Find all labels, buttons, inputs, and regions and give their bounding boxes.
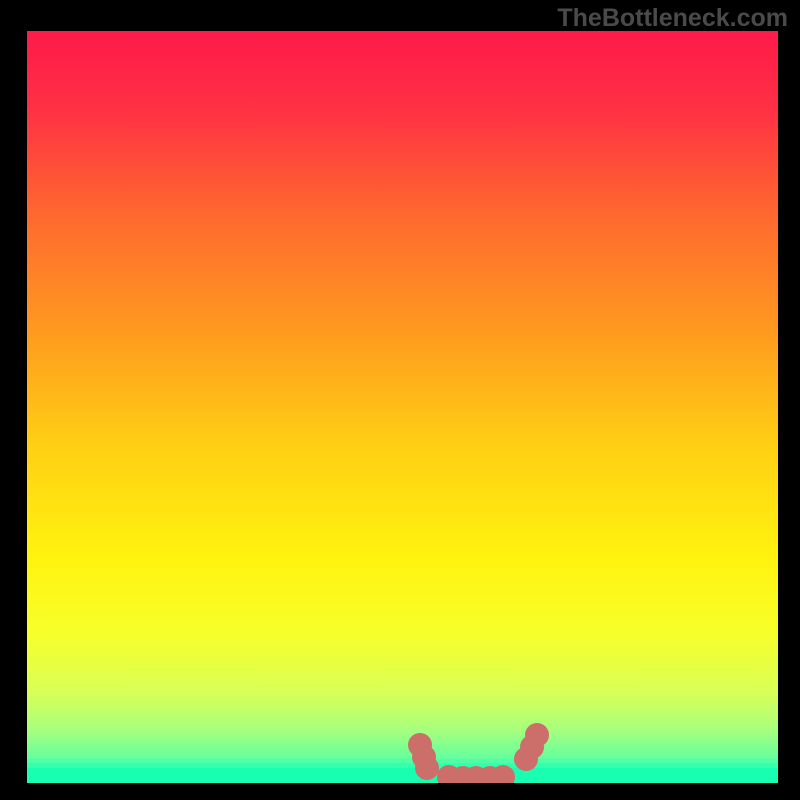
valley-dot [491,765,515,783]
frame-bottom [0,783,800,800]
chart-stage: TheBottleneck.com [0,0,800,800]
frame-left [0,0,27,800]
valley-dot [525,723,549,747]
plot-area [27,31,778,783]
bottleneck-curve [27,31,778,783]
frame-right [778,0,800,800]
valley-dot [415,756,439,780]
watermark-text: TheBottleneck.com [557,4,788,33]
